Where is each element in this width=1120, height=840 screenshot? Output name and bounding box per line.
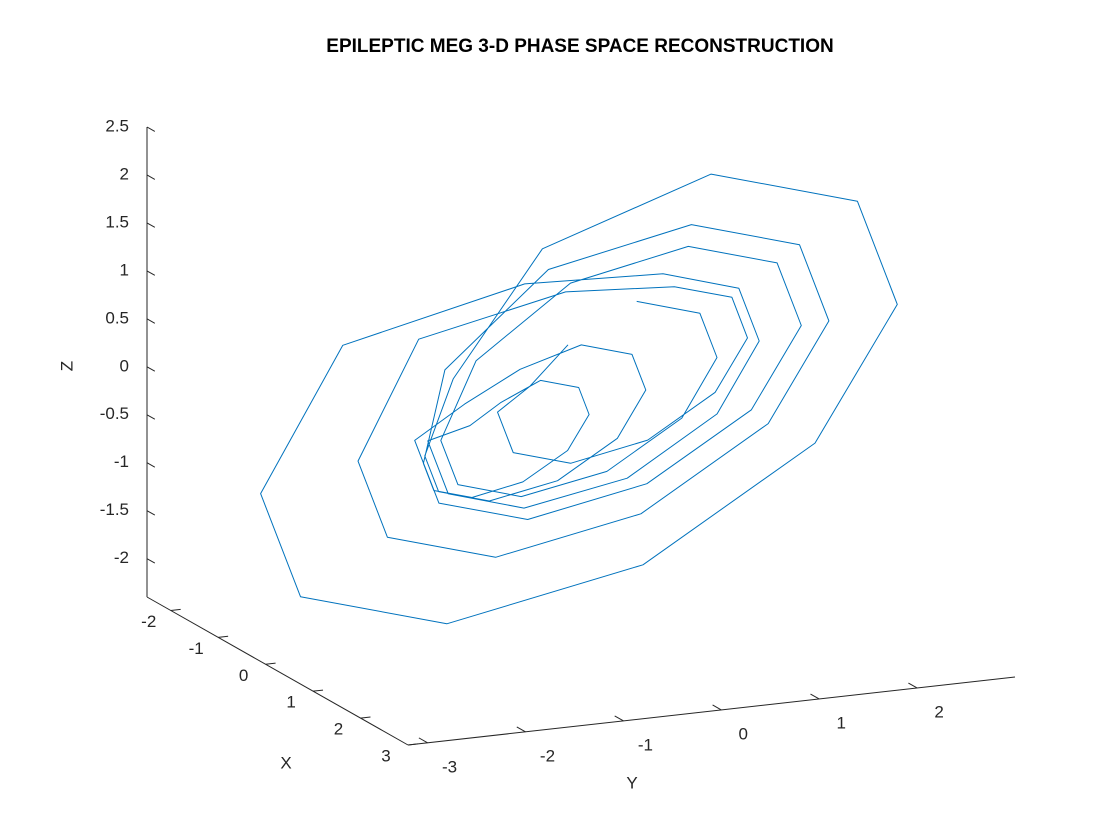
x-tick-label: 2	[334, 720, 343, 739]
chart-title: EPILEPTIC MEG 3-D PHASE SPACE RECONSTRUC…	[326, 36, 833, 57]
z-axis-label: Z	[57, 361, 76, 371]
z-tick	[146, 414, 156, 420]
z-tick	[146, 558, 156, 564]
x-tick	[313, 689, 324, 692]
y-tick	[418, 737, 428, 744]
y-tick-label: -1	[638, 735, 653, 754]
z-tick-label: 0	[120, 356, 129, 375]
x-tick	[218, 635, 229, 638]
y-tick	[614, 715, 624, 722]
x-tick	[407, 743, 418, 746]
x-tick	[360, 716, 371, 719]
y-tick-label: 0	[739, 724, 748, 743]
y-tick	[908, 682, 918, 689]
x-tick-label: -1	[189, 639, 204, 658]
z-tick-label: 2.5	[105, 116, 129, 135]
y-tick-label: 1	[836, 713, 845, 732]
x-tick-label: 1	[286, 693, 295, 712]
z-tick	[146, 318, 156, 324]
x-tick-label: -2	[141, 612, 156, 631]
z-tick	[146, 126, 156, 132]
x-tick-label: 0	[239, 666, 248, 685]
y-axis-line	[407, 676, 1016, 746]
trajectory	[260, 173, 898, 625]
z-tick	[146, 462, 156, 468]
z-tick	[146, 222, 156, 228]
z-tick-label: -1.5	[100, 500, 129, 519]
z-tick-label: 0.5	[105, 308, 129, 327]
y-tick	[712, 704, 722, 711]
x-axis-line	[146, 596, 409, 746]
z-tick-label: 1.5	[105, 212, 129, 231]
z-tick	[146, 270, 156, 276]
y-tick-label: -3	[442, 757, 457, 776]
z-tick	[146, 366, 156, 372]
y-axis-label: Y	[626, 773, 637, 792]
z-tick-label: 1	[120, 260, 129, 279]
z-tick-label: -1	[114, 452, 129, 471]
y-tick-label: 2	[934, 702, 943, 721]
y-tick-label: -2	[540, 746, 555, 765]
z-tick	[146, 510, 156, 516]
z-tick	[146, 174, 156, 180]
z-tick-label: -0.5	[100, 404, 129, 423]
z-tick-label: 2	[120, 164, 129, 183]
y-tick	[810, 693, 820, 700]
x-tick	[170, 608, 181, 611]
y-tick	[516, 726, 526, 733]
x-tick-label: 3	[381, 746, 390, 765]
z-tick-label: -2	[114, 548, 129, 567]
x-axis-label: X	[280, 753, 291, 772]
x-tick	[265, 662, 276, 665]
